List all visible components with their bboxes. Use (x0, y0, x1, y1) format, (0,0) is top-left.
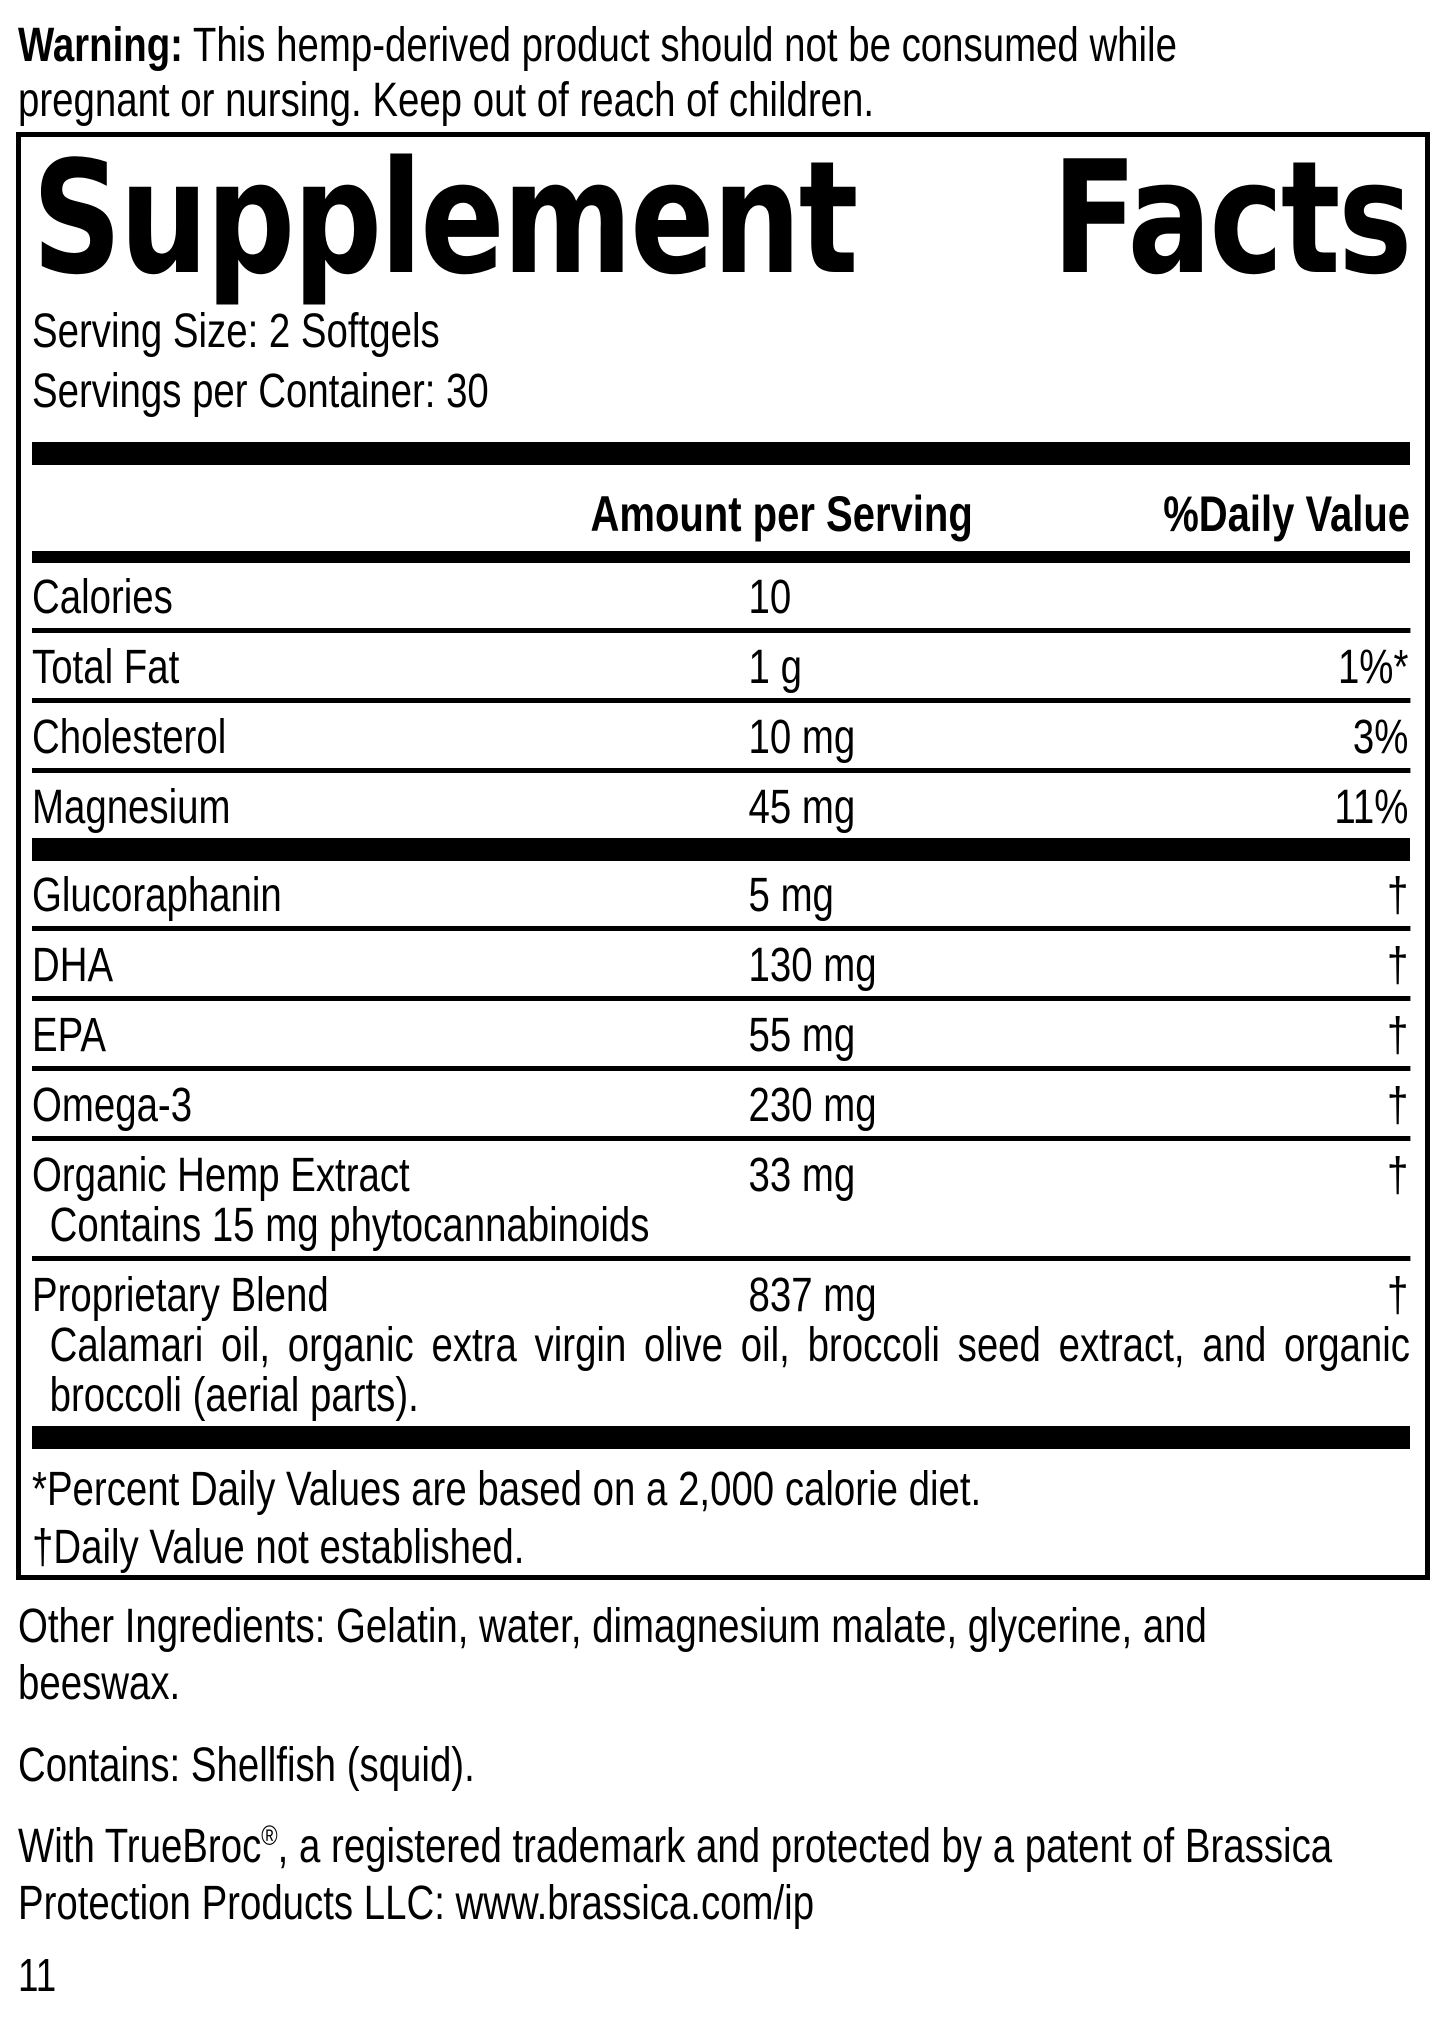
nutrient-name: Glucoraphanin (32, 869, 282, 923)
page-number: 11 (18, 1949, 57, 2001)
table-row: DHA 130 mg † (32, 931, 1410, 1002)
table-row: Proprietary Blend 837 mg † Calamari oil,… (32, 1261, 1410, 1426)
divider-bar (32, 442, 1410, 466)
nutrient-name: DHA (32, 939, 114, 993)
nutrient-daily-value: † (1387, 939, 1409, 993)
panel-title-word-supplement: Supplement (32, 132, 858, 309)
nutrient-daily-value: † (1387, 1149, 1409, 1203)
nutrient-name: Omega-3 (32, 1079, 193, 1133)
table-row: Calories 10 (32, 563, 1410, 634)
nutrient-amount: 130 mg (748, 939, 877, 993)
nutrient-name: Organic Hemp Extract (32, 1149, 410, 1203)
nutrient-amount: 837 mg (748, 1269, 877, 1323)
table-row: Magnesium 45 mg 11% (32, 773, 1410, 838)
nutrient-daily-value: † (1387, 1269, 1409, 1323)
nutrient-daily-value: † (1387, 1079, 1409, 1133)
supplement-facts-panel: Supplement Facts Serving Size: 2 Softgel… (16, 132, 1430, 1580)
serving-size: Serving Size: 2 Softgels (32, 305, 440, 359)
nutrient-name: Proprietary Blend (32, 1269, 329, 1323)
nutrient-daily-value: 3% (1352, 711, 1409, 765)
panel-title-word-facts: Facts (1051, 132, 1412, 309)
servings-per-container: Servings per Container: 30 (32, 365, 489, 419)
table-row: Total Fat 1 g 1%* (32, 633, 1410, 704)
nutrient-amount: 10 mg (748, 711, 856, 765)
divider-bar (32, 551, 1410, 564)
column-header-daily-value: %Daily Value (1163, 486, 1410, 543)
footnotes: *Percent Daily Values are based on a 2,0… (32, 1461, 1410, 1575)
footnote-percent-daily-values: *Percent Daily Values are based on a 2,0… (32, 1463, 982, 1517)
warning-label: Warning: (18, 19, 183, 72)
column-header-amount: Amount per Serving (590, 486, 973, 543)
nutrient-subtext: Calamari oil, organic extra virgin olive… (49, 1319, 1411, 1423)
nutrient-amount: 1 g (748, 641, 802, 695)
trademark-pre: With TrueBroc (18, 1820, 262, 1873)
table-row: Cholesterol 10 mg 3% (32, 703, 1410, 774)
nutrient-amount: 230 mg (748, 1079, 877, 1133)
other-ingredients: Other Ingredients: Gelatin, water, dimag… (18, 1600, 1207, 1710)
nutrient-amount: 5 mg (748, 869, 834, 923)
trademark-statement: With TrueBroc®, a registered trademark a… (18, 1818, 1422, 1932)
nutrient-daily-value: † (1387, 1009, 1409, 1063)
table-header-row: Amount per Serving %Daily Value (32, 465, 1410, 551)
warning-text: This hemp-derived product should not be … (18, 19, 1177, 127)
table-row: Glucoraphanin 5 mg † (32, 861, 1410, 932)
allergen-statement: Contains: Shellfish (squid). (18, 1739, 475, 1792)
nutrient-daily-value: † (1387, 869, 1409, 923)
registered-trademark-symbol: ® (261, 1820, 278, 1851)
table-row: EPA 55 mg † (32, 1001, 1410, 1072)
nutrient-amount: 55 mg (748, 1009, 856, 1063)
serving-info: Serving Size: 2 Softgels Servings per Co… (32, 302, 1410, 422)
nutrient-subtext: Contains 15 mg phytocannabinoids (49, 1199, 650, 1253)
nutrient-name: Magnesium (32, 781, 231, 835)
trademark-post: , a registered trademark and protected b… (18, 1820, 1333, 1930)
divider-bar (32, 1426, 1410, 1450)
nutrient-daily-value: 1%* (1337, 641, 1409, 695)
nutrient-amount: 33 mg (748, 1149, 856, 1203)
footnote-daily-value-not-established: †Daily Value not established. (32, 1521, 525, 1575)
divider-bar (32, 838, 1410, 862)
warning-paragraph: Warning: This hemp-derived product shoul… (18, 18, 1314, 128)
table-row: Omega-3 230 mg † (32, 1071, 1410, 1142)
nutrient-amount: 45 mg (748, 781, 856, 835)
facts-table-body: Calories 10 Total Fat 1 g 1%* Cholestero… (32, 563, 1410, 1450)
nutrient-name: Cholesterol (32, 711, 227, 765)
nutrient-daily-value: 11% (1334, 781, 1409, 835)
panel-title: Supplement Facts (32, 132, 1412, 309)
nutrient-name: Calories (32, 571, 173, 625)
nutrient-name: Total Fat (32, 641, 180, 695)
table-row: Organic Hemp Extract 33 mg † Contains 15… (32, 1141, 1410, 1262)
nutrient-name: EPA (32, 1009, 106, 1063)
nutrient-amount: 10 (748, 571, 792, 625)
